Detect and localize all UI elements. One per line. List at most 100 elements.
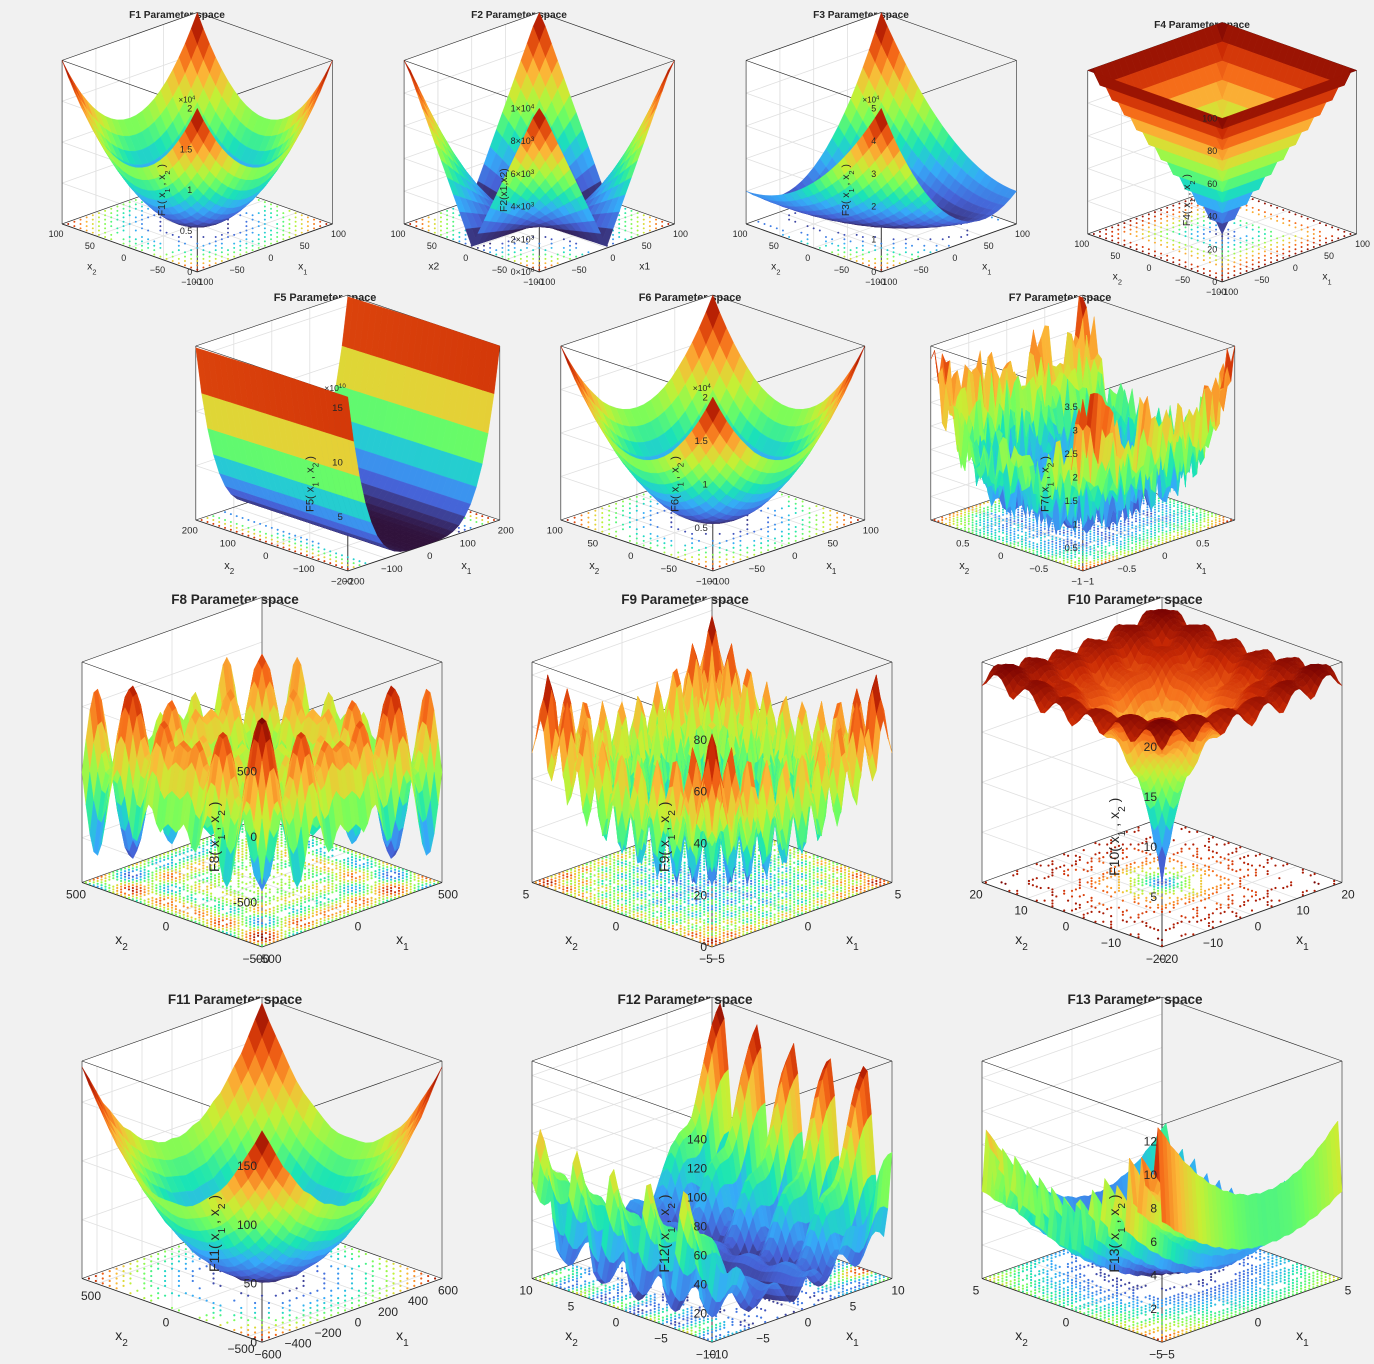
contour-point bbox=[663, 509, 666, 512]
contour-point bbox=[1166, 241, 1169, 244]
contour-point bbox=[1270, 213, 1273, 216]
contour-point bbox=[91, 214, 94, 217]
contour-point bbox=[104, 236, 107, 239]
contour-point bbox=[1239, 237, 1242, 240]
y-tick-label: 50 bbox=[769, 241, 779, 251]
contour-point bbox=[1257, 252, 1260, 255]
contour-point bbox=[245, 238, 248, 241]
chart-f5-svg: F5 Parameter space51015×1010−200−1000100… bbox=[182, 292, 514, 588]
contour-point bbox=[575, 246, 578, 249]
contour-point bbox=[787, 528, 790, 531]
contour-point bbox=[446, 236, 449, 239]
contour-point bbox=[214, 257, 217, 260]
contour-point bbox=[532, 253, 535, 256]
grid-line bbox=[163, 211, 299, 261]
contour-point bbox=[880, 268, 883, 271]
contour-point bbox=[116, 214, 119, 217]
contour-point bbox=[487, 517, 490, 520]
contour-point bbox=[1300, 241, 1303, 244]
axis-x-edge bbox=[539, 223, 675, 273]
contour-point bbox=[140, 240, 143, 243]
contour-point bbox=[618, 214, 621, 217]
contour-point bbox=[1117, 228, 1120, 231]
contour-point bbox=[794, 535, 797, 538]
contour-point bbox=[196, 268, 199, 271]
x-tick-label: 200 bbox=[498, 526, 514, 537]
contour-point bbox=[1153, 228, 1156, 231]
contour-point bbox=[880, 242, 883, 245]
contour-point bbox=[122, 238, 125, 241]
contour-point bbox=[171, 260, 174, 262]
contour-point bbox=[1312, 219, 1315, 222]
contour-point bbox=[1233, 230, 1236, 233]
contour-point bbox=[134, 199, 137, 201]
contour-point bbox=[1245, 226, 1248, 229]
contour-point bbox=[670, 525, 673, 528]
contour-point bbox=[990, 216, 993, 219]
contour-point bbox=[855, 251, 858, 254]
contour-point bbox=[580, 518, 583, 522]
contour-point bbox=[636, 212, 639, 215]
contour-point bbox=[1141, 237, 1144, 240]
contour-point bbox=[235, 530, 238, 533]
contour-point bbox=[732, 532, 735, 535]
z-tick-label: 2 bbox=[187, 103, 192, 113]
contour-point bbox=[288, 540, 291, 543]
contour-point bbox=[718, 556, 721, 559]
tick-labels: 0×1002×1034×1036×1038×1031×104−100−50050… bbox=[391, 103, 688, 287]
contour-point bbox=[206, 520, 209, 523]
contour-point bbox=[1325, 241, 1328, 244]
contour-point bbox=[1135, 217, 1138, 220]
contour-point bbox=[1141, 250, 1144, 253]
contour-point bbox=[787, 523, 790, 526]
z-tick-label: 5 bbox=[337, 512, 342, 523]
contour-point bbox=[97, 216, 100, 219]
contour-point bbox=[251, 249, 254, 252]
chart-f1-svg: F1 Parameter space00.511.52×104−100−5005… bbox=[49, 10, 346, 287]
contour-point bbox=[608, 518, 611, 522]
contour-point bbox=[1135, 235, 1138, 238]
contour-point bbox=[415, 225, 418, 228]
contour-point bbox=[608, 509, 611, 512]
contour-point bbox=[630, 227, 633, 230]
contour-point bbox=[463, 528, 466, 531]
z-tick-label: 80 bbox=[1207, 146, 1217, 156]
contour-point bbox=[439, 229, 442, 232]
contour-point bbox=[1221, 256, 1224, 259]
contour-point bbox=[1306, 243, 1309, 246]
contour-point bbox=[711, 544, 714, 547]
contour-point bbox=[427, 225, 430, 228]
contour-point bbox=[808, 507, 811, 510]
y-tick-label: 50 bbox=[85, 241, 95, 251]
contour-point bbox=[251, 244, 254, 247]
contour-point bbox=[1190, 254, 1193, 257]
contour-point bbox=[335, 556, 338, 559]
contour-point bbox=[196, 242, 199, 245]
contour-point bbox=[843, 523, 846, 526]
contour-point bbox=[704, 532, 707, 535]
contour-point bbox=[635, 495, 638, 498]
chart-title: F1 Parameter space bbox=[129, 10, 225, 21]
contour-point bbox=[1257, 209, 1260, 211]
contour-point bbox=[1153, 224, 1156, 227]
surface-cell bbox=[874, 107, 888, 133]
contour-point bbox=[104, 214, 107, 217]
contour-point bbox=[300, 231, 303, 234]
contour-point bbox=[1306, 235, 1309, 238]
y-tick-label: −100 bbox=[181, 277, 201, 287]
contour-point bbox=[288, 532, 291, 535]
x-axis-label: x1 bbox=[1322, 272, 1331, 287]
contour-point bbox=[628, 516, 631, 519]
contour-point bbox=[767, 544, 770, 547]
contour-point bbox=[519, 262, 522, 265]
contour-point bbox=[495, 253, 498, 256]
contour-point bbox=[725, 549, 728, 552]
contour-point bbox=[305, 550, 308, 553]
contour-point bbox=[1257, 248, 1260, 251]
contour-point bbox=[808, 516, 811, 519]
contour-point bbox=[335, 552, 338, 555]
contour-point bbox=[212, 518, 215, 522]
contour-point bbox=[177, 236, 180, 239]
contour-point bbox=[263, 214, 266, 217]
contour-point bbox=[276, 528, 279, 531]
